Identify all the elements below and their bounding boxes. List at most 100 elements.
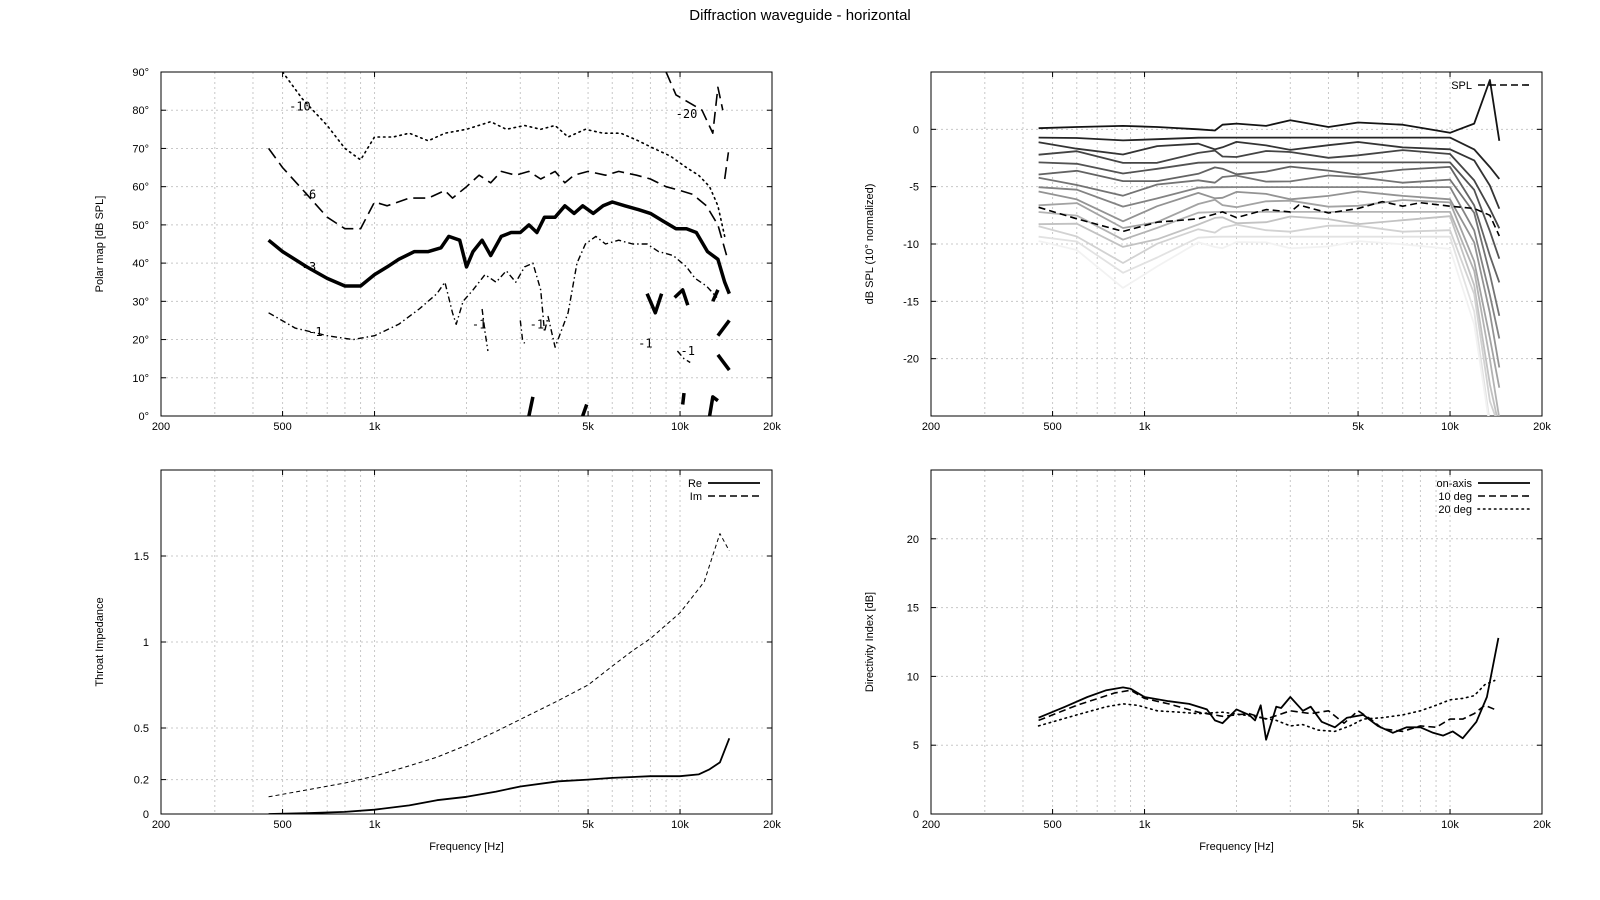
x-tick-label: 200 xyxy=(922,819,940,831)
x-tick-label: 10k xyxy=(1441,819,1459,831)
x-tick-label: 1k xyxy=(1139,421,1151,433)
x-axis-label: Frequency [Hz] xyxy=(1199,841,1274,853)
contour-line xyxy=(676,350,691,364)
x-tick-label: 10k xyxy=(671,819,689,831)
x-tick-label: 10k xyxy=(671,421,689,433)
legend-label: 10 deg xyxy=(1438,491,1472,503)
y-tick-label: 0 xyxy=(143,809,149,821)
y-tick-label: 50° xyxy=(132,220,149,232)
x-tick-label: 10k xyxy=(1441,421,1459,433)
y-tick-label: 40° xyxy=(132,258,149,270)
series-line-20-deg xyxy=(1037,679,1496,733)
y-tick-label: 15 xyxy=(907,603,919,615)
contour-line xyxy=(481,308,489,352)
angle-response-line xyxy=(1038,235,1490,416)
x-tick-label: 200 xyxy=(152,819,170,831)
contour-label: -20 xyxy=(676,107,698,121)
angle-response-line xyxy=(1038,190,1501,368)
plot-frame xyxy=(930,469,1543,815)
x-tick-label: 1k xyxy=(1139,819,1151,831)
x-tick-label: 5k xyxy=(1352,421,1364,433)
contour-line xyxy=(723,152,730,180)
contour-line xyxy=(268,235,718,348)
angle-response-line xyxy=(1038,149,1501,229)
y-axis-label: dB SPL (10° normalized) xyxy=(864,184,876,305)
chart-impedance: 200 500 1k 5k 10k 20k 0 0.2 0.5 1 1.5 Throat Impeda… xyxy=(94,469,781,853)
x-tick-label: 500 xyxy=(273,819,291,831)
contour-label: -10 xyxy=(289,99,311,113)
contour-line xyxy=(665,72,724,134)
legend-label: SPL xyxy=(1451,80,1472,92)
x-tick-label: 500 xyxy=(1043,819,1061,831)
contour-label: -1 xyxy=(638,336,652,350)
y-tick-label: 70° xyxy=(132,143,149,155)
angle-response-line xyxy=(1038,223,1497,416)
angle-response-line xyxy=(1038,240,1490,416)
y-tick-label: -20 xyxy=(903,354,919,366)
angle-response-line xyxy=(1038,215,1498,416)
y-tick-label: 30° xyxy=(132,296,149,308)
angle-response-line xyxy=(1038,174,1501,316)
contour-line xyxy=(707,395,719,416)
y-tick-label: 1.5 xyxy=(134,551,149,563)
y-tick-label: 0° xyxy=(138,411,149,423)
legend-label: 20 deg xyxy=(1438,504,1472,516)
x-tick-label: 20k xyxy=(763,819,781,831)
y-axis-label: Throat Impedance xyxy=(94,597,106,686)
contour-line xyxy=(281,72,726,238)
angle-response-line xyxy=(1038,161,1501,259)
y-tick-label: 0 xyxy=(913,809,919,821)
x-tick-label: 5k xyxy=(1352,819,1364,831)
y-tick-label: 5 xyxy=(913,740,919,752)
contour-line xyxy=(581,403,589,416)
y-tick-label: 1 xyxy=(143,637,149,649)
contour-line xyxy=(267,147,728,256)
y-tick-label: 20° xyxy=(132,335,149,347)
figure-title: Diffraction waveguide - horizontal xyxy=(689,7,911,24)
chart-di: 200 500 1k 5k 10k 20k 0 5 10 15 20 Directivity Inde… xyxy=(864,469,1551,853)
contour-label: -1 xyxy=(681,344,695,358)
x-tick-label: 500 xyxy=(1043,421,1061,433)
angle-response-line xyxy=(1038,136,1501,180)
x-tick-label: 500 xyxy=(273,421,291,433)
y-tick-label: 0.5 xyxy=(134,723,149,735)
x-tick-label: 200 xyxy=(922,421,940,433)
contour-line xyxy=(673,288,690,306)
x-tick-label: 20k xyxy=(1533,421,1551,433)
contour-label: -3 xyxy=(302,260,316,274)
angle-response-line xyxy=(1038,186,1501,339)
chart-polar: 200 500 1k 5k 10k 20k 0° 10° 20° 30° 40° 50° 60° 70° 8… xyxy=(94,67,781,433)
plot-area xyxy=(268,533,731,814)
y-tick-label: -15 xyxy=(903,296,919,308)
y-tick-label: 0.2 xyxy=(134,775,149,787)
x-tick-label: 1k xyxy=(369,421,381,433)
angle-response-line xyxy=(1038,198,1501,388)
contour-line xyxy=(645,293,664,315)
series-line-Re xyxy=(268,737,731,814)
charts-layer: 200 500 1k 5k 10k 20k0°10°20°30°40°50°60°70°8… xyxy=(94,67,1551,853)
contour-line xyxy=(267,200,731,295)
contour-label: -1 xyxy=(308,325,322,339)
legend-label: Im xyxy=(690,491,702,503)
y-tick-label: -10 xyxy=(903,239,919,251)
legend-label: Re xyxy=(688,478,702,490)
y-tick-label: 0 xyxy=(913,124,919,136)
y-axis-label: Directivity Index [dB] xyxy=(864,592,876,692)
contour-label: -6 xyxy=(302,187,316,201)
plot-frame xyxy=(160,71,773,417)
y-tick-label: 60° xyxy=(132,182,149,194)
plot-area xyxy=(1038,79,1501,416)
angle-response-line xyxy=(1038,211,1500,416)
y-tick-label: 20 xyxy=(907,534,919,546)
plot-area xyxy=(1037,637,1500,741)
contour-line xyxy=(711,289,720,303)
x-tick-label: 20k xyxy=(763,421,781,433)
x-tick-label: 5k xyxy=(582,421,594,433)
y-tick-label: 10° xyxy=(132,373,149,385)
contour-line xyxy=(527,396,535,416)
contour-label: -1 xyxy=(530,317,544,331)
contour-line xyxy=(716,319,731,337)
y-tick-label: -5 xyxy=(909,182,919,194)
x-tick-label: 1k xyxy=(369,819,381,831)
